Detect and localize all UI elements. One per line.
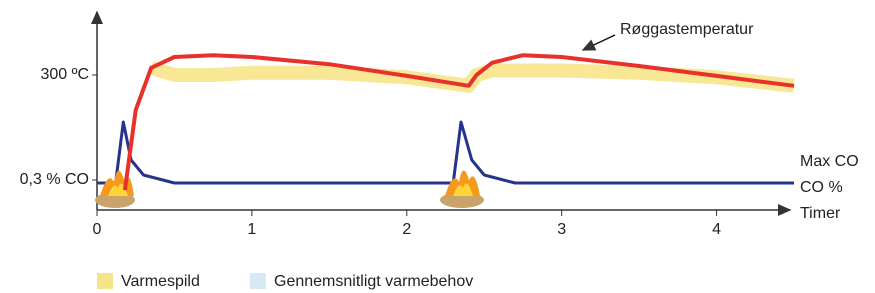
x-tick-label: 3 [557,221,566,238]
annotation-arrow [583,35,615,50]
fire-icon [440,170,484,208]
x-axis-label: Timer [800,205,841,222]
legend-swatch [97,273,113,289]
annotation: CO % [800,179,843,196]
x-tick-label: 1 [247,221,256,238]
x-tick-label: 2 [402,221,411,238]
legend-label: Varmespild [121,273,200,290]
x-tick-label: 0 [93,221,102,238]
x-tick-label: 4 [712,221,721,238]
chart: Røggastemperatur Max CO CO % Timer 0 1 2 3 4… [0,0,875,293]
plot [97,68,794,183]
y2-tick-label: 0,3 % CO [20,171,89,188]
legend-swatch [250,273,266,289]
y-tick-label: 300 ºC [40,66,89,83]
annotation: Max CO [800,153,859,170]
legend-label: Gennemsnitligt varmebehov [274,273,473,290]
co-line [97,122,794,183]
annotation: Røggastemperatur [620,21,754,38]
